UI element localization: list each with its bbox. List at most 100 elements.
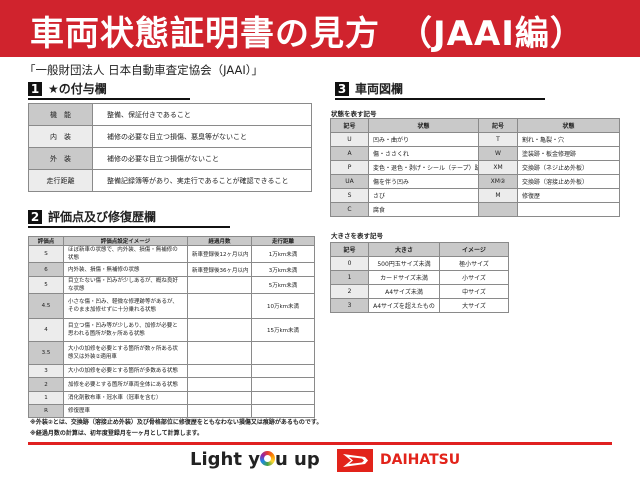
mileage: 10万km未満	[251, 293, 315, 319]
condition	[517, 202, 620, 217]
section-title: 評価点及び修復歴欄	[48, 210, 157, 224]
column-header: 状態	[517, 118, 620, 133]
slogan-part: Light y	[190, 449, 260, 470]
table-row: 内 装補修の必要な目立つ損傷、悪臭等がないこと	[28, 125, 312, 148]
score: 2	[28, 377, 64, 392]
table-row: 0 500円玉サイズ未満 極小サイズ	[330, 256, 509, 271]
mileage: 1万km未満	[251, 245, 315, 263]
description: 大小の加修を必要とする箇所が多数ある状態	[63, 364, 188, 378]
table-row: 走行距離 整備記録簿等があり、実走行であることが確認できること	[28, 169, 312, 192]
section-title: 車両図欄	[355, 82, 404, 96]
rainbow-ring-icon	[259, 451, 275, 466]
brand-name: DAIHATSU	[380, 452, 461, 468]
section-number: 1	[28, 82, 42, 96]
condition: 割れ・亀裂・穴	[517, 132, 620, 147]
condition: 傷・ささくれ	[368, 146, 479, 161]
mileage: 5万km未満	[251, 276, 315, 294]
title-banner: 車両状態証明書の見方 （JAAI編）	[0, 0, 640, 57]
mileage	[251, 364, 315, 378]
description: 大小の加修を必要とする箇所が数ヶ所ある状態又は外装②適用車	[63, 341, 188, 365]
table-row: 4 目立つ傷・凹み等が少しあり、加修が必要と思われる箇所が数ヶ所ある状態 15万km…	[28, 318, 315, 342]
mileage	[251, 391, 315, 405]
condition: 腐食	[368, 202, 479, 217]
symbol: XM②	[478, 174, 518, 189]
table-row: 3.5 大小の加修を必要とする箇所が数ヶ所ある状態又は外装②適用車	[28, 341, 315, 365]
footnote: ※経過月数の計算は、初年度登録月を一ヶ月として計算します。	[30, 430, 204, 437]
section-title: ★の付与欄	[48, 82, 107, 96]
evaluation-score-table: 評価点 評価点設定イメージ 経過月数 走行距離 S ほぼ新車の状態で、内外装、損傷・無補…	[28, 236, 315, 418]
symbol: 0	[330, 256, 369, 271]
section3-heading: 3 車両図欄	[335, 82, 545, 100]
table-row: 4.5 小さな傷・凹み、軽微な修理跡等があるが、そのまま加修せずに十分乗れる状態 1…	[28, 293, 315, 319]
size-symbol-table: 記号 大きさ イメージ 0 500円玉サイズ未満 極小サイズ 1 カードサイズ未満 小サイズ 2…	[330, 242, 509, 313]
size: A4サイズを超えたもの	[368, 298, 440, 313]
table-row: C 腐食	[330, 202, 620, 217]
table-row: A 傷・ささくれ W 塗装跡・板金修理跡	[330, 146, 620, 161]
table-row: U 凹み・曲がり T 割れ・亀裂・穴	[330, 132, 620, 147]
condition-symbol-table: 記号 状態 記号 状態 U 凹み・曲がり T 割れ・亀裂・穴 A 傷・ささくれ W 塗装跡・板金修理…	[330, 118, 620, 217]
daihatsu-logo-icon	[337, 449, 373, 472]
table-row: 1 カードサイズ未満 小サイズ	[330, 270, 509, 285]
condition: 修復歴	[517, 188, 620, 203]
symbol: XM	[478, 160, 518, 175]
criteria-value: 整備記録簿等があり、実走行であることが確認できること	[92, 169, 312, 192]
condition: 交換跡（溶接止め外板）	[517, 174, 620, 189]
elapsed-months	[187, 364, 252, 378]
condition: 塗装跡・板金修理跡	[517, 146, 620, 161]
score: R	[28, 404, 64, 418]
section1-heading: 1 ★の付与欄	[28, 82, 190, 100]
table-row: P 変色・退色・剥げ・シール（テープ）跡 XM 交換跡（ネジ止め外板）	[330, 160, 620, 175]
elapsed-months: 新車登録後36ヶ月以内	[187, 262, 252, 277]
description: 加修を必要とする箇所が車両全体にある状態	[63, 377, 188, 392]
table-row: 3 A4サイズを超えたもの 大サイズ	[330, 298, 509, 313]
symbol: U	[330, 132, 369, 147]
symbol: W	[478, 146, 518, 161]
symbol: 3	[330, 298, 369, 313]
section-number: 3	[335, 82, 349, 96]
criteria-label: 走行距離	[28, 169, 93, 192]
mileage: 3万km未満	[251, 262, 315, 277]
column-header: 評価点	[28, 236, 64, 246]
description: ほぼ新車の状態で、内外装、損傷・無補修の状態	[63, 245, 188, 263]
condition: 凹み・曲がり	[368, 132, 479, 147]
description: 目立たない傷・凹みが少しあるが、概ね良好な状態	[63, 276, 188, 294]
table-row: 1 消化剤散布車・冠水車（冠車を含む）	[28, 391, 315, 405]
criteria-label: 内 装	[28, 125, 93, 148]
column-header: 記号	[330, 118, 369, 133]
description: 修復歴車	[63, 404, 188, 418]
score: S	[28, 245, 64, 263]
column-header: 状態	[368, 118, 479, 133]
organization-subtitle: 「一般財団法人 日本自動車査定協会（JAAI）」	[24, 63, 264, 77]
table-row: 3 大小の加修を必要とする箇所が多数ある状態	[28, 364, 315, 378]
slogan-part: u up	[274, 449, 320, 470]
elapsed-months	[187, 318, 252, 342]
symbol: T	[478, 132, 518, 147]
section-number: 2	[28, 210, 42, 224]
column-header: 経過月数	[187, 236, 252, 246]
column-header: 評価点設定イメージ	[63, 236, 188, 246]
table-row: 外 装補修の必要な目立つ損傷がないこと	[28, 147, 312, 170]
column-header: 走行距離	[251, 236, 315, 246]
footnote: ※外装②とは、交換跡（溶接止め外装）及び骨格部位に修復歴をともなわない損傷又は痕…	[30, 419, 323, 426]
symbol: C	[330, 202, 369, 217]
image: 小サイズ	[439, 270, 509, 285]
table-row: 2 加修を必要とする箇所が車両全体にある状態	[28, 377, 315, 392]
size: 500円玉サイズ未満	[368, 256, 440, 271]
description: 小さな傷・凹み、軽微な修理跡等があるが、そのまま加修せずに十分乗れる状態	[63, 293, 188, 319]
size: A4サイズ未満	[368, 284, 440, 299]
page-title: 車両状態証明書の見方 （JAAI編）	[30, 14, 585, 54]
table-row: 機 能整備、保証付きであること	[28, 103, 312, 126]
mileage	[251, 341, 315, 365]
elapsed-months	[187, 391, 252, 405]
score: 4.5	[28, 293, 64, 319]
condition: 変色・退色・剥げ・シール（テープ）跡	[368, 160, 479, 175]
table-row: R 修復歴車	[28, 404, 315, 418]
description: 内外装、損傷・無補修の状態	[63, 262, 188, 277]
size-caption: 大きさを表す記号	[331, 232, 383, 240]
elapsed-months: 新車登録後12ヶ月以内	[187, 245, 252, 263]
criteria-label: 外 装	[28, 147, 93, 170]
size: カードサイズ未満	[368, 270, 440, 285]
symbol: A	[330, 146, 369, 161]
description: 目立つ傷・凹み等が少しあり、加修が必要と思われる箇所が数ヶ所ある状態	[63, 318, 188, 342]
symbol: P	[330, 160, 369, 175]
